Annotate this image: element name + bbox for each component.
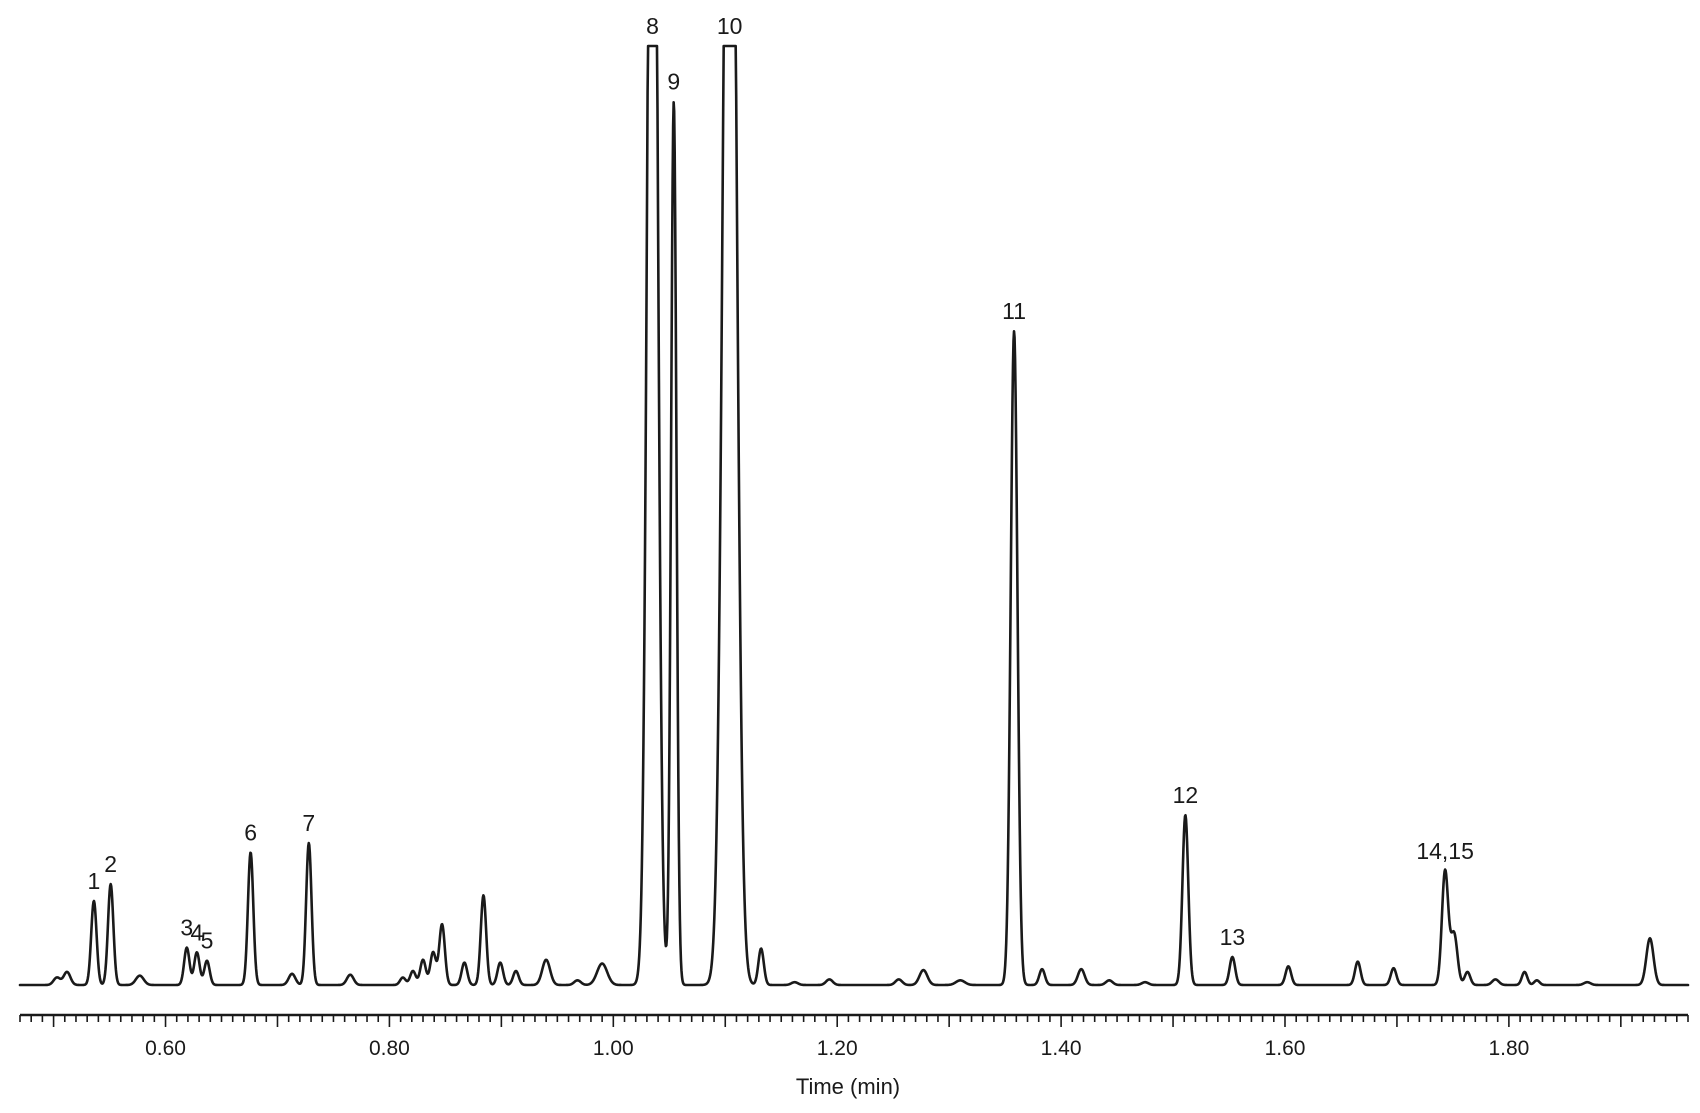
peak-label-11: 11 (1002, 298, 1026, 324)
peak-label-2: 2 (104, 851, 117, 877)
x-tick-label: 1.60 (1265, 1037, 1306, 1060)
peak-label-7: 7 (302, 810, 315, 836)
peak-label-13: 13 (1220, 924, 1246, 950)
x-axis: 0.60 0.80 1.00 1.20 1.40 1.60 1.80 Time (min) (19, 1013, 1689, 1099)
x-tick-label: 0.60 (145, 1037, 186, 1060)
peak-label-1: 1 (88, 868, 101, 894)
x-axis-title: Time (min) (796, 1074, 900, 1099)
peak-label-10: 10 (717, 13, 743, 39)
x-tick-label: 1.00 (593, 1037, 634, 1060)
plot-area (18, 44, 1690, 987)
chromatogram-trace (18, 44, 1690, 987)
x-tick-label: 1.20 (817, 1037, 858, 1060)
x-axis-minor-ticks (19, 1015, 1689, 1022)
x-axis-tick-labels: 0.60 0.80 1.00 1.20 1.40 1.60 1.80 (145, 1037, 1529, 1060)
peak-label-8: 8 (646, 13, 659, 39)
x-tick-label: 1.40 (1041, 1037, 1082, 1060)
peak-label-9: 9 (667, 68, 680, 94)
x-axis-major-ticks (52, 1015, 1622, 1027)
x-tick-label: 1.80 (1488, 1037, 1529, 1060)
peak-label-12: 12 (1173, 782, 1199, 808)
peak-label-14-15: 14,15 (1416, 838, 1474, 864)
peak-label-6: 6 (244, 819, 257, 845)
x-tick-label: 0.80 (369, 1037, 410, 1060)
peak-label-3: 3 (180, 915, 193, 941)
peak-label-4: 4 (191, 919, 204, 945)
peak-label-5: 5 (201, 928, 214, 954)
